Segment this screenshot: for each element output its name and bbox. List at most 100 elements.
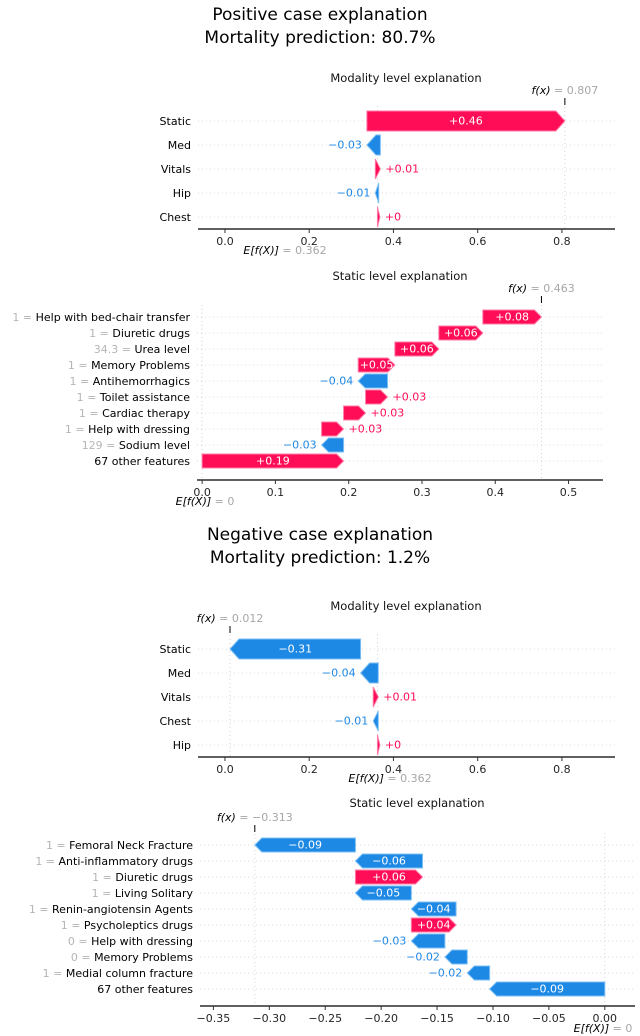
bar-value-label: +0.03 (349, 423, 383, 436)
chart-modality-negative: −0.31 Static −0.04 Med +0.01 Vitals −0.01 Chest… (160, 599, 615, 785)
x-tick-label: 0.2 (300, 235, 318, 248)
row-label: 1 = Help with dressing (65, 423, 190, 436)
shap-bar (376, 734, 381, 756)
shap-bar (444, 949, 468, 965)
negative-section-title: Negative case explanation Mortality pred… (0, 524, 640, 569)
shap-bar (482, 309, 543, 325)
x-tick-label: 0.0 (193, 486, 211, 499)
chart-title: Static level explanation (332, 269, 467, 283)
x-tick-label: 0.0 (216, 235, 234, 248)
shap-bar (438, 325, 484, 341)
bar-value-label: +0.08 (495, 311, 529, 324)
fx-annotation: f(x) = −0.313 (217, 811, 293, 824)
x-tick-label: 0.0 (216, 763, 234, 776)
x-tick-label: 0.8 (553, 763, 571, 776)
shap-bar (343, 405, 367, 421)
fx-annotation: f(x) = 0.012 (197, 612, 264, 625)
x-tick-label: 0.2 (340, 486, 358, 499)
bar-value-label: +0.01 (385, 163, 419, 176)
bar-value-label: +0.05 (360, 359, 394, 372)
x-tick-label: 0.4 (487, 486, 505, 499)
chart-static-positive: +0.08 1 = Help with bed-chair transfer +0.… (12, 269, 603, 508)
chart-modality-positive: +0.46 Static −0.03 Med +0.01 Vitals −0.01 Hip +0… (160, 71, 615, 257)
row-label: Hip (173, 187, 191, 200)
shap-bar (229, 638, 362, 660)
row-label: Vitals (161, 163, 191, 176)
bar-value-label: −0.02 (406, 951, 440, 964)
ef-annotation: E[f(X)] = 0.362 (348, 772, 431, 785)
ef-annotation: E[f(X)] = 0 (176, 495, 235, 508)
bar-value-label: −0.03 (328, 139, 362, 152)
x-tick-label: 0.2 (300, 763, 318, 776)
bar-value-label: −0.01 (335, 715, 369, 728)
shap-bar (201, 453, 345, 469)
bar-value-label: +0.06 (400, 343, 434, 356)
x-tick-label: −0.25 (308, 1012, 342, 1025)
shap-bar (254, 837, 356, 853)
shap-bar (366, 134, 381, 156)
x-tick-label: 0.4 (385, 763, 403, 776)
shap-bar (394, 341, 440, 357)
bar-value-label: −0.02 (429, 967, 463, 980)
row-label: 1 = Help with bed-chair transfer (12, 311, 190, 324)
bar-value-label: +0 (385, 211, 401, 224)
bar-value-label: −0.31 (278, 643, 312, 656)
row-label: 1 = Anti-inflammatory drugs (35, 855, 193, 868)
bar-value-label: −0.09 (530, 983, 564, 996)
chart-static-negative: −0.09 1 = Femoral Neck Fracture −0.06 1 = A… (29, 796, 635, 1035)
row-label: 67 other features (97, 983, 193, 996)
ef-annotation: E[f(X)] = 0 (574, 1022, 633, 1035)
shap-bar (357, 373, 389, 389)
shap-bar (365, 389, 389, 405)
row-label: 34.3 = Urea level (94, 343, 190, 356)
shap-bar (410, 933, 446, 949)
x-tick-label: −0.15 (420, 1012, 454, 1025)
row-label: 129 = Sodium level (82, 439, 190, 452)
bar-value-label: +0.06 (444, 327, 478, 340)
bar-value-label: −0.04 (322, 667, 356, 680)
shap-bar (354, 853, 424, 869)
shap-bar (357, 357, 396, 373)
chart-title: Modality level explanation (330, 599, 481, 613)
x-tick-label: −0.30 (252, 1012, 286, 1025)
x-tick-label: 0.5 (560, 486, 578, 499)
shap-bar (372, 686, 379, 708)
shap-bar (410, 901, 457, 917)
row-label: 1 = Living Solitary (92, 887, 194, 900)
fx-annotation: f(x) = 0.807 (532, 84, 599, 97)
x-tick-label: 0.6 (469, 235, 487, 248)
negative-title-line1: Negative case explanation (206, 525, 434, 545)
row-label: Static (160, 115, 191, 128)
bar-value-label: −0.06 (372, 855, 406, 868)
bar-value-label: −0.09 (288, 839, 322, 852)
bar-value-label: +0 (385, 739, 401, 752)
row-label: 0 = Help with dressing (68, 935, 193, 948)
shap-bar (374, 158, 381, 180)
shap-bar (366, 110, 566, 132)
bar-value-label: −0.03 (373, 935, 407, 948)
row-label: 1 = Femoral Neck Fracture (46, 839, 193, 852)
row-label: Med (168, 667, 191, 680)
positive-title-line2: Mortality prediction: 80.7% (204, 27, 436, 48)
bar-value-label: −0.05 (367, 887, 401, 900)
row-label: 67 other features (94, 455, 190, 468)
x-tick-label: −0.20 (364, 1012, 398, 1025)
x-tick-label: 0.6 (469, 763, 487, 776)
x-tick-label: 0.3 (413, 486, 431, 499)
bar-value-label: +0.01 (383, 691, 417, 704)
x-tick-label: 0.4 (385, 235, 403, 248)
row-label: 1 = Cardiac therapy (79, 407, 191, 420)
shap-bar (374, 182, 380, 204)
ef-annotation: E[f(X)] = 0.362 (243, 244, 326, 257)
negative-title-line2: Mortality prediction: 1.2% (209, 547, 431, 568)
x-tick-label: −0.05 (532, 1012, 566, 1025)
row-label: 1 = Diuretic drugs (89, 327, 190, 340)
row-label: Chest (160, 715, 192, 728)
row-label: 1 = Renin-angiotensin Agents (29, 903, 193, 916)
row-label: 1 = Memory Problems (68, 359, 190, 372)
fx-annotation: f(x) = 0.463 (508, 282, 575, 295)
shap-bar (466, 965, 491, 981)
x-tick-label: 0.1 (267, 486, 285, 499)
row-label: 1 = Diuretic drugs (92, 871, 193, 884)
